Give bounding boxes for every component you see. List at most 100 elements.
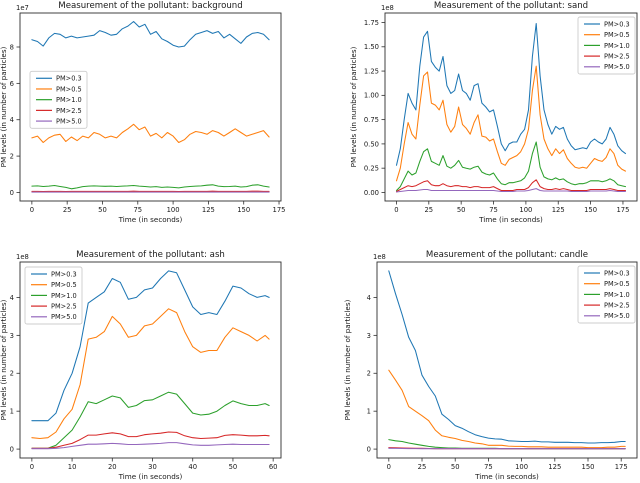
axis-offset-label: 1e8	[373, 253, 386, 261]
y-tick-label: 2	[10, 370, 14, 378]
legend-label: PM>1.0	[604, 42, 630, 50]
x-tick-label: 50	[451, 463, 460, 471]
series-line-pm-1.0	[31, 391, 270, 449]
legend-label: PM>0.5	[51, 281, 77, 289]
x-tick-label: 150	[584, 206, 597, 214]
x-tick-label: 60	[269, 463, 278, 471]
x-tick-label: 75	[484, 463, 493, 471]
legend-label: PM>0.3	[51, 270, 77, 278]
series-line-pm-0.5	[395, 65, 627, 182]
x-tick-label: 30	[148, 463, 157, 471]
y-tick-label: 1.50	[364, 43, 379, 51]
legend-box	[577, 16, 636, 75]
y-tick-label: 0	[367, 445, 371, 453]
x-tick-label: 0	[394, 206, 398, 214]
plot-frame	[19, 261, 282, 459]
x-tick-label: 25	[424, 206, 433, 214]
legend-label: PM>0.3	[604, 269, 630, 277]
y-tick-label: 1	[10, 408, 14, 416]
y-tick-label: 0.75	[364, 116, 379, 124]
x-tick-label: 175	[273, 206, 286, 214]
x-tick-label: 20	[108, 463, 117, 471]
chart-title: Measurement of the pollutant: sand	[434, 1, 588, 11]
y-tick-label: 4	[367, 294, 371, 302]
y-tick-label: 6	[10, 80, 14, 88]
x-tick-label: 125	[552, 206, 565, 214]
series-line-pm-0.5	[31, 308, 270, 440]
series-line-pm-2.5	[395, 179, 627, 193]
y-tick-label: 1.75	[364, 19, 379, 27]
chart-svg-candle: 0 1 2 3 4 0 25 50 75 100 125 150 175 Measurement of t…	[343, 250, 638, 481]
series-line-pm-1.0	[31, 184, 270, 190]
legend-label: PM>0.5	[56, 85, 82, 93]
legend-label: PM>0.5	[604, 280, 630, 288]
x-axis-label: Time (in seconds)	[118, 472, 183, 481]
y-tick-label: 4	[10, 116, 14, 124]
chart-title: Measurement of the pollutant: ash	[76, 250, 225, 260]
series-line-pm-0.3	[31, 20, 270, 48]
x-tick-label: 25	[63, 206, 72, 214]
plot-frame	[384, 12, 638, 202]
y-tick-label: 2	[367, 370, 371, 378]
x-tick-label: 125	[202, 206, 215, 214]
axis-offset-label: 1e7	[16, 4, 29, 12]
x-axis-label: Time (in seconds)	[474, 472, 539, 481]
legend-label: PM>0.3	[56, 75, 82, 83]
legend-box	[24, 266, 83, 325]
legend-box	[577, 265, 636, 324]
x-tick-label: 50	[229, 463, 238, 471]
x-tick-label: 0	[387, 463, 391, 471]
y-tick-label: 3	[10, 332, 14, 340]
series-line-pm-0.3	[31, 270, 270, 422]
y-tick-label: 0	[10, 445, 14, 453]
x-tick-label: 125	[548, 463, 561, 471]
series-line-pm-5.0	[395, 188, 627, 193]
x-tick-label: 50	[457, 206, 466, 214]
x-axis-label: Time (in seconds)	[118, 215, 183, 224]
y-tick-label: 3	[367, 332, 371, 340]
series-line-pm-0.5	[31, 123, 270, 144]
y-axis-label: PM levels (in number of particles)	[343, 299, 352, 420]
y-tick-label: 1.25	[364, 67, 379, 75]
series-line-pm-5.0	[31, 442, 270, 450]
x-tick-label: 100	[167, 206, 180, 214]
chart-svg-sand: 0.00 0.25 0.50 0.75 1.00 1.25 1.50 1.75 0 25 50 75 1…	[349, 1, 638, 224]
x-tick-label: 0	[30, 463, 34, 471]
legend-box	[29, 70, 88, 129]
legend-label: PM>5.0	[604, 63, 630, 71]
legend-label: PM>5.0	[604, 312, 630, 320]
legend-label: PM>0.5	[604, 31, 630, 39]
legend-label: PM>0.3	[604, 20, 630, 28]
y-tick-label: 0.25	[364, 165, 379, 173]
x-tick-label: 0	[30, 206, 34, 214]
legend-label: PM>5.0	[51, 313, 77, 321]
axis-offset-label: 1e8	[16, 253, 29, 261]
axis-offset-label: 1e8	[381, 4, 394, 12]
y-tick-label: 1.00	[364, 92, 379, 100]
chart-title: Measurement of the pollutant: background	[58, 1, 242, 11]
plot-frame	[19, 12, 282, 202]
x-tick-label: 25	[418, 463, 427, 471]
y-tick-label: 0.00	[364, 189, 379, 197]
chart-cell-background: 0 2 4 6 8 0 25 50 75 100 125 150 175 Measurement of t…	[0, 0, 320, 240]
x-tick-label: 100	[515, 463, 528, 471]
y-tick-label: 2	[10, 152, 14, 160]
x-tick-label: 175	[615, 463, 628, 471]
x-axis-label: Time (in seconds)	[478, 215, 543, 224]
y-axis-label: PM levels (in number of particles)	[349, 46, 358, 167]
series-line-pm-2.5	[31, 431, 270, 449]
legend-label: PM>2.5	[604, 53, 630, 61]
y-tick-label: 4	[10, 294, 14, 302]
series-line-pm-0.5	[388, 369, 626, 449]
series-line-pm-1.0	[395, 141, 627, 192]
chart-svg-background: 0 2 4 6 8 0 25 50 75 100 125 150 175 Measurement of t…	[0, 1, 286, 224]
x-tick-label: 50	[98, 206, 107, 214]
legend-label: PM>2.5	[51, 303, 77, 311]
legend-label: PM>1.0	[56, 96, 82, 104]
chart-cell-candle: 0 1 2 3 4 0 25 50 75 100 125 150 175 Measurement of t…	[320, 240, 640, 483]
chart-cell-sand: 0.00 0.25 0.50 0.75 1.00 1.25 1.50 1.75 0 25 50 75 1…	[320, 0, 640, 240]
x-tick-label: 150	[582, 463, 595, 471]
y-axis-label: PM levels (in number of particles)	[0, 299, 8, 420]
